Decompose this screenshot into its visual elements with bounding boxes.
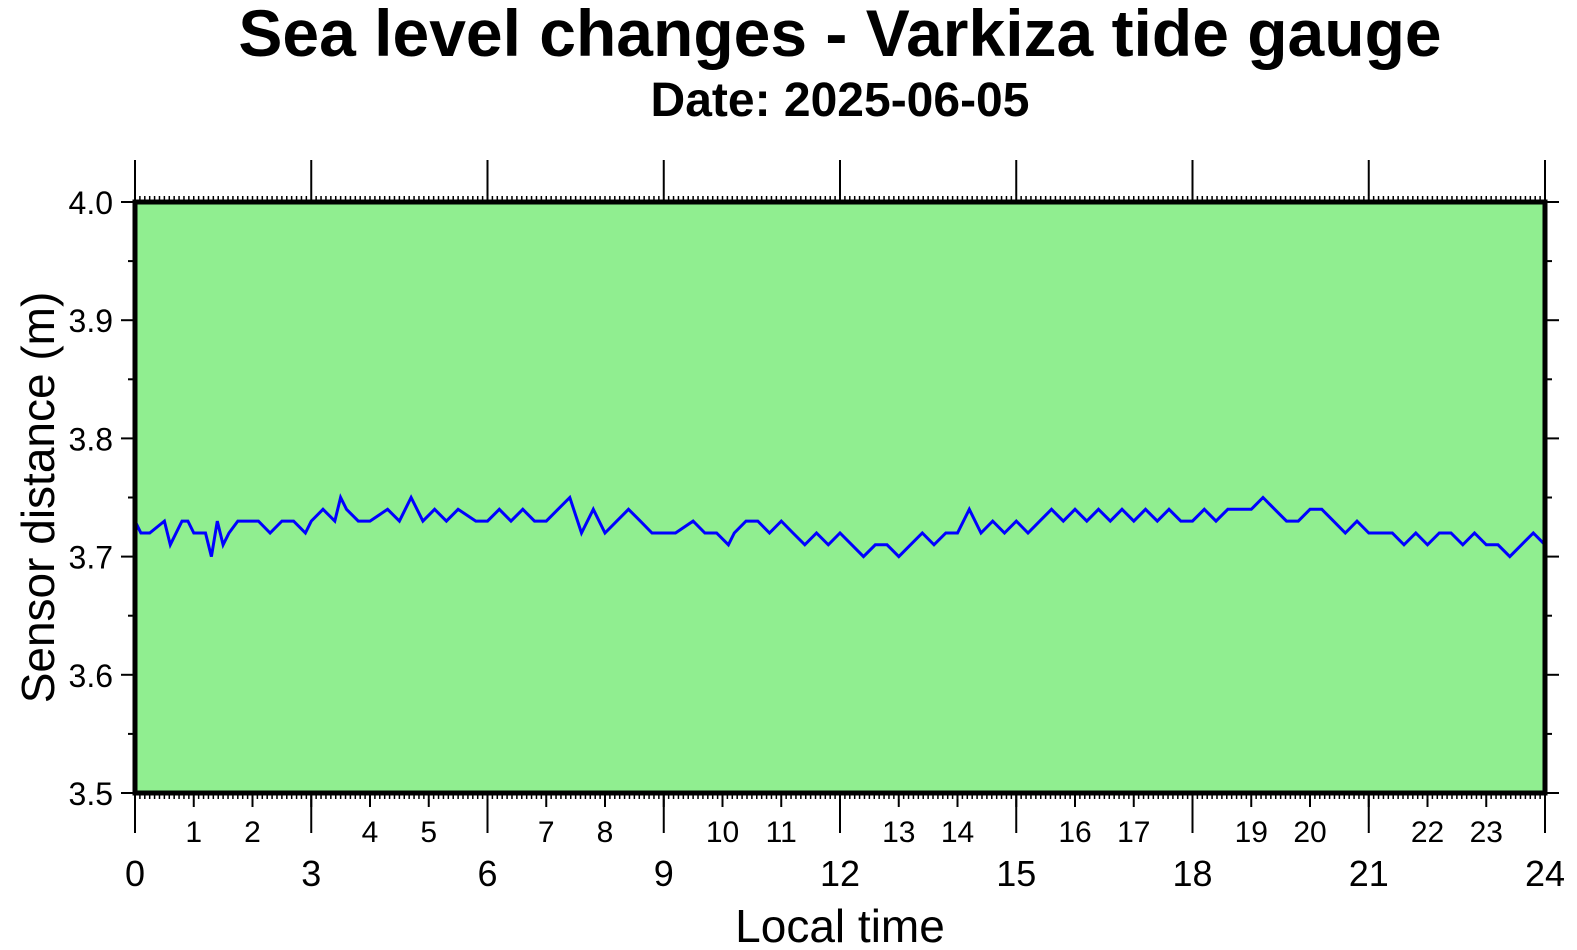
x-tick-label: 12 <box>820 853 860 894</box>
x-axis-title: Local time <box>735 900 945 950</box>
x-hour-label: 4 <box>362 816 379 849</box>
x-hour-label: 17 <box>1117 816 1150 849</box>
x-hour-label: 20 <box>1293 816 1326 849</box>
chart-subtitle: Date: 2025-06-05 <box>650 74 1030 127</box>
x-tick-label: 0 <box>125 853 145 894</box>
y-tick-label: 3.5 <box>69 776 113 812</box>
x-tick-label: 21 <box>1349 853 1389 894</box>
x-tick-label: 24 <box>1525 853 1565 894</box>
x-hour-label: 10 <box>706 816 739 849</box>
x-hour-label: 1 <box>185 816 202 849</box>
plot-frame <box>132 199 1548 796</box>
x-hour-label: 5 <box>420 816 437 849</box>
sea-level-line <box>133 493 1547 559</box>
plot-area <box>135 202 1545 793</box>
y-tick-label: 3.8 <box>69 421 113 457</box>
x-hour-label: 19 <box>1235 816 1268 849</box>
x-hour-label: 11 <box>766 816 797 849</box>
x-tick-label: 15 <box>996 853 1036 894</box>
axis-labels: 0 3 6 9 12 15 18 21 241 2 4 5 7 8 10 11 13 14 16 17 19 20 22 23… <box>69 185 1566 894</box>
x-hour-label: 22 <box>1411 816 1444 849</box>
y-tick-label: 3.9 <box>69 303 113 339</box>
chart-title: Sea level changes - Varkiza tide gauge <box>238 0 1442 70</box>
x-tick-label: 3 <box>301 853 321 894</box>
x-tick-label: 9 <box>654 853 674 894</box>
y-tick-label: 3.7 <box>69 540 113 576</box>
y-axis-title: Sensor distance (m) <box>12 292 64 704</box>
y-tick-label: 4.0 <box>69 185 113 221</box>
x-hour-label: 23 <box>1470 816 1503 849</box>
x-hour-label: 2 <box>244 816 261 849</box>
x-hour-label: 13 <box>882 816 915 849</box>
x-hour-label: 14 <box>941 816 974 849</box>
x-tick-label: 18 <box>1172 853 1212 894</box>
x-hour-label: 7 <box>538 816 555 849</box>
x-tick-label: 6 <box>477 853 497 894</box>
x-hour-label: 16 <box>1058 816 1091 849</box>
x-hour-label: 8 <box>597 816 614 849</box>
y-tick-label: 3.6 <box>69 658 113 694</box>
